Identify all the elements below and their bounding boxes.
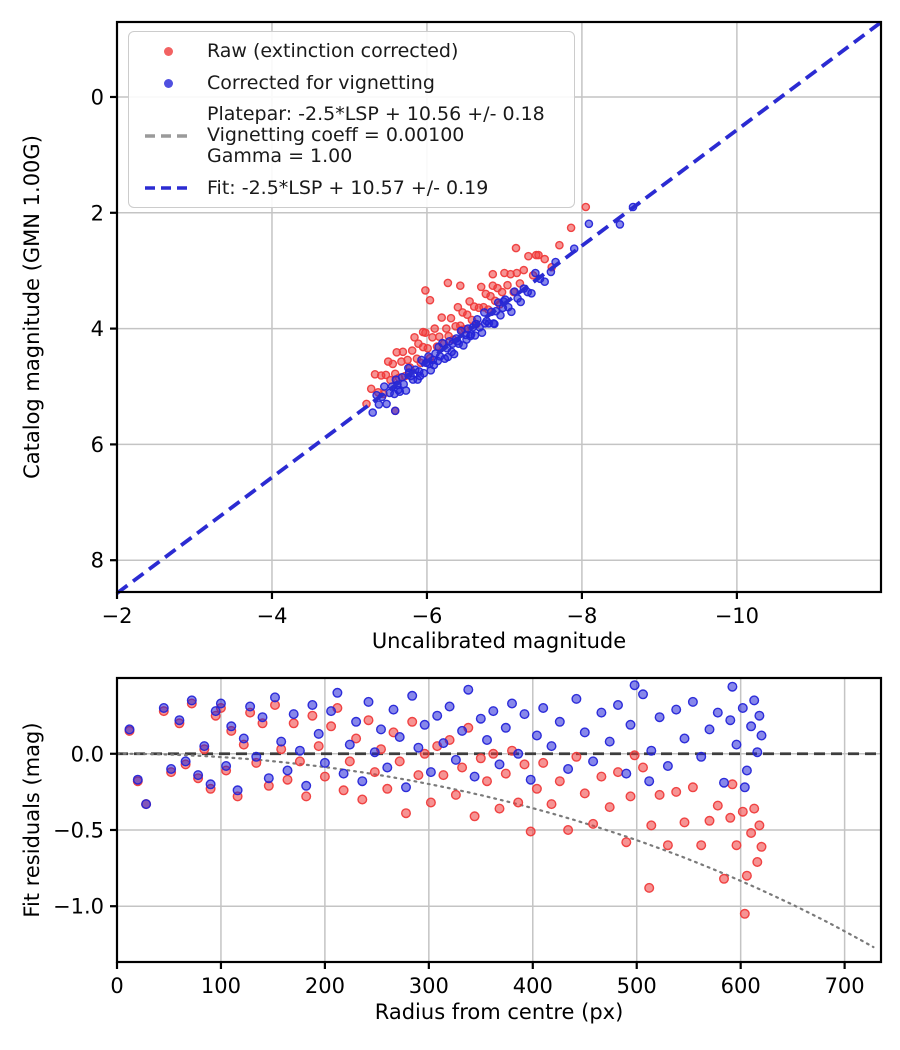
legend-entry: Raw (extinction corrected) <box>139 41 564 62</box>
svg-text:300: 300 <box>409 974 449 998</box>
legend-entry: Fit: -2.5*LSP + 10.57 +/- 0.19 <box>139 176 564 199</box>
legend-entry: Corrected for vignetting <box>139 71 564 94</box>
bottom-xaxis-label: Radius from centre (px) <box>374 1000 624 1024</box>
corrected-for-vignetting-series <box>124 680 767 810</box>
svg-text:−8: −8 <box>566 604 597 628</box>
corrected-for-vignetting-series <box>368 202 638 417</box>
legend-dash-marker-icon <box>139 132 197 140</box>
legend-entry-label: Platepar: -2.5*LSP + 10.56 +/- 0.18 Vigne… <box>207 103 545 168</box>
bottom-yaxis-label: Fit residuals (mag) <box>20 722 44 918</box>
tick-labels: −2 −4 −6 −8 −10 0 2 4 6 8 <box>91 85 759 628</box>
vignetting-model-curve <box>115 752 875 949</box>
svg-text:100: 100 <box>201 974 241 998</box>
residuals-plot: 0 100 200 300 400 500 600 700 0.0 −0.5 −1.0 <box>53 676 883 998</box>
legend-dot-marker-icon <box>139 47 197 56</box>
legend-entry-label: Raw (extinction corrected) <box>207 40 459 62</box>
svg-text:0: 0 <box>110 974 123 998</box>
gridlines <box>116 678 881 962</box>
svg-text:8: 8 <box>91 549 104 573</box>
svg-text:−4: −4 <box>256 604 287 628</box>
legend-dash-marker-icon <box>139 184 197 192</box>
plot-frame <box>115 20 883 594</box>
svg-text:0.0: 0.0 <box>71 742 104 766</box>
top-yaxis-label: Catalog magnitude (GMN 1.00G) <box>20 135 44 479</box>
svg-text:500: 500 <box>617 974 657 998</box>
svg-text:6: 6 <box>91 433 104 457</box>
legend: Raw (extinction corrected) Corrected for … <box>128 31 575 208</box>
top-xaxis-label: Uncalibrated magnitude <box>371 629 627 653</box>
svg-text:600: 600 <box>721 974 761 998</box>
legend-entry: Platepar: -2.5*LSP + 10.56 +/- 0.18 Vigne… <box>139 104 564 167</box>
svg-text:400: 400 <box>513 974 553 998</box>
svg-text:−1.0: −1.0 <box>53 895 104 919</box>
svg-text:−6: −6 <box>411 604 442 628</box>
svg-text:700: 700 <box>825 974 865 998</box>
svg-text:−10: −10 <box>715 604 759 628</box>
svg-text:200: 200 <box>305 974 345 998</box>
svg-text:4: 4 <box>91 317 104 341</box>
svg-text:−0.5: −0.5 <box>53 818 104 842</box>
legend-entry-label: Corrected for vignetting <box>207 71 435 94</box>
svg-text:0: 0 <box>91 85 104 109</box>
svg-text:−2: −2 <box>102 604 133 628</box>
legend-entry-label: Fit: -2.5*LSP + 10.57 +/- 0.19 <box>207 176 489 199</box>
plot-frame <box>115 676 883 964</box>
svg-text:2: 2 <box>91 201 104 225</box>
tick-labels: 0 100 200 300 400 500 600 700 0.0 −0.5 −1.0 <box>53 742 865 998</box>
legend-dot-marker-icon <box>139 78 197 88</box>
